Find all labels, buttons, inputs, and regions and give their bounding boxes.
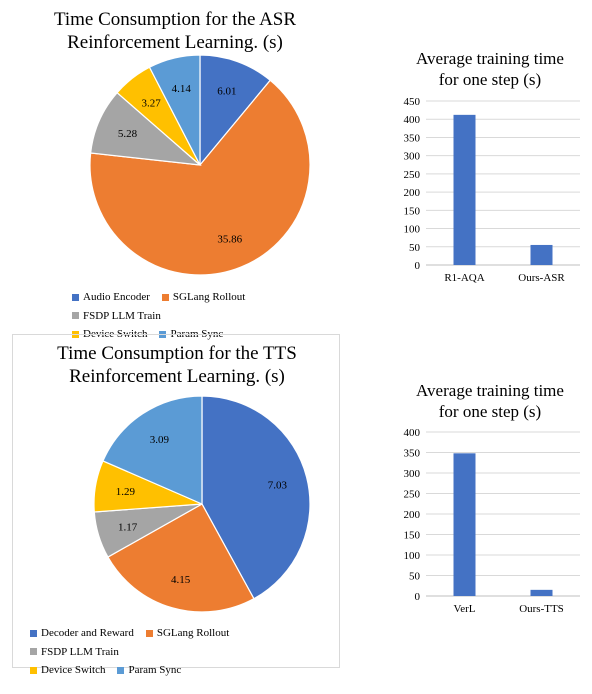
asr-bar-ytick-7: 350: [404, 132, 421, 144]
tts-pie-chart: 7.03 4.15 1.17 1.29 3.09: [93, 395, 311, 613]
asr-pie-slice-4: [148, 55, 201, 166]
asr-pie-slice-label-0: 6.01: [217, 85, 236, 97]
asr-bar-title-line2: for one step (s): [438, 70, 542, 89]
asr-bar-ytick-2: 100: [404, 224, 421, 236]
asr-pie-slice-label-4: 4.14: [172, 83, 192, 95]
asr-legend-swatch-2: [72, 312, 79, 319]
tts-bar-chart: 0 50 100 150 200 250 300 350 400 VerL Ours-TTS: [404, 427, 580, 615]
asr-bar-ytick-6: 300: [404, 151, 421, 163]
asr-bar-ytick-9: 450: [404, 96, 421, 108]
tts-bar-title: Average training time for one step (s): [390, 380, 590, 422]
asr-pie-slice-label-1: 35.86: [217, 233, 242, 245]
tts-legend-label-1: SGLang Rollout: [156, 627, 230, 639]
tts-pie-panel: Time Consumption for the TTS Reinforceme…: [12, 334, 340, 676]
asr-legend-swatch-1: [161, 293, 169, 301]
tts-pie-slice-label-4: 3.09: [150, 434, 170, 446]
tts-legend-item-3: Device Switch: [30, 661, 105, 679]
tts-pie-slice-4: [102, 395, 203, 505]
tts-legend-item-0: Decoder and Reward: [30, 624, 134, 642]
tts-legend-label-4: Param Sync: [128, 664, 182, 676]
tts-pie-slice-label-2: 1.17: [118, 522, 138, 534]
tts-pie-slice-1: [107, 503, 255, 613]
asr-legend-swatch-0: [72, 293, 79, 301]
asr-bar-ytick-4: 200: [404, 187, 421, 199]
asr-pie-chart: 6.01 35.86 5.28 3.27 4.14: [89, 55, 311, 276]
tts-legend-item-2: FSDP LLM Train: [30, 643, 119, 661]
tts-bar-ytick-6: 300: [404, 468, 421, 480]
asr-legend-label-0: Audio Encoder: [83, 291, 150, 303]
asr-legend-item-0: Audio Encoder: [72, 288, 150, 306]
tts-pie-legend: Decoder and Reward SGLang Rollout FSDP LLM…: [30, 624, 335, 680]
tts-legend-label-2: FSDP LLM Train: [41, 645, 119, 658]
tts-bar-ytick-5: 250: [404, 489, 421, 501]
tts-bar-ytick-0: 0: [415, 591, 421, 603]
tts-legend-swatch-2: [30, 648, 37, 655]
tts-pie-slice-label-1: 4.15: [171, 574, 191, 586]
asr-legend-label-1: SGLang Rollout: [172, 291, 246, 303]
tts-bar-bar-1: [530, 589, 553, 596]
tts-legend-item-1: SGLang Rollout: [145, 624, 230, 642]
asr-bar-panel: Average training time for one step (s) 0…: [390, 40, 590, 300]
asr-bar-title: Average training time for one step (s): [390, 48, 590, 90]
asr-pie-title: Time Consumption for the ASR Reinforceme…: [20, 8, 330, 54]
asr-bar-title-line1: Average training time: [416, 49, 564, 68]
asr-legend-item-2: FSDP LLM Train: [72, 307, 161, 325]
tts-legend-label-3: Device Switch: [41, 664, 106, 676]
asr-bar-ytick-3: 150: [404, 205, 421, 217]
tts-bar-ytick-3: 150: [404, 530, 421, 542]
asr-legend-label-2: FSDP LLM Train: [83, 309, 161, 322]
tts-pie-title: Time Consumption for the TTS Reinforceme…: [22, 342, 332, 388]
asr-legend-item-1: SGLang Rollout: [161, 288, 246, 306]
asr-bar-bar-1: [530, 244, 553, 265]
asr-bar-ytick-8: 400: [404, 114, 421, 126]
tts-legend-item-4: Param Sync: [117, 661, 181, 679]
tts-bar-bar-0: [453, 453, 476, 596]
asr-bar-ytick-1: 50: [409, 242, 421, 254]
tts-pie-title-line2: Reinforcement Learning. (s): [69, 366, 285, 387]
tts-bar-xtick-1: Ours-TTS: [519, 603, 564, 615]
asr-pie-slice-0: [199, 55, 272, 167]
tts-pie-slice-label-0: 7.03: [268, 480, 288, 492]
asr-bar-xtick-0: R1-AQA: [444, 272, 484, 284]
tts-legend-swatch-0: [30, 629, 37, 637]
asr-pie-slice-1: [89, 79, 311, 276]
tts-pie-slice-0: [201, 395, 311, 600]
asr-bar-xtick-1: Ours-ASR: [518, 272, 565, 284]
tts-bar-ytick-2: 100: [404, 550, 421, 562]
asr-pie-panel: Time Consumption for the ASR Reinforceme…: [0, 0, 340, 340]
tts-bar-title-line2: for one step (s): [438, 402, 542, 421]
tts-bar-panel: Average training time for one step (s) 0…: [390, 378, 590, 628]
tts-bar-title-line1: Average training time: [416, 381, 564, 400]
tts-legend-swatch-1: [145, 629, 153, 637]
asr-bar-ytick-5: 250: [404, 169, 421, 181]
tts-pie-frame: [12, 334, 340, 668]
asr-bar-chart: 0 50 100 150 200 250 300 350 400 450 R1-AQA Ours-AS…: [404, 96, 580, 284]
tts-pie-title-line1: Time Consumption for the TTS: [57, 343, 297, 364]
asr-pie-title-line1: Time Consumption for the ASR: [53, 9, 297, 30]
tts-legend-swatch-4: [117, 666, 125, 674]
tts-pie-slice-label-3: 1.29: [116, 486, 136, 498]
asr-bar-bar-0: [453, 114, 476, 265]
tts-legend-swatch-3: [30, 666, 37, 674]
asr-pie-slice-label-3: 3.27: [142, 98, 162, 110]
tts-bar-ytick-8: 400: [404, 427, 421, 439]
asr-pie-slice-label-2: 5.28: [118, 128, 138, 140]
asr-bar-ytick-0: 0: [415, 260, 421, 272]
tts-bar-ytick-7: 350: [404, 448, 421, 460]
tts-bar-ytick-1: 50: [409, 571, 421, 583]
tts-bar-xtick-0: VerL: [454, 603, 476, 615]
tts-legend-label-0: Decoder and Reward: [41, 627, 134, 639]
tts-bar-ytick-4: 200: [404, 509, 421, 521]
asr-pie-title-line2: Reinforcement Learning. (s): [67, 32, 283, 53]
